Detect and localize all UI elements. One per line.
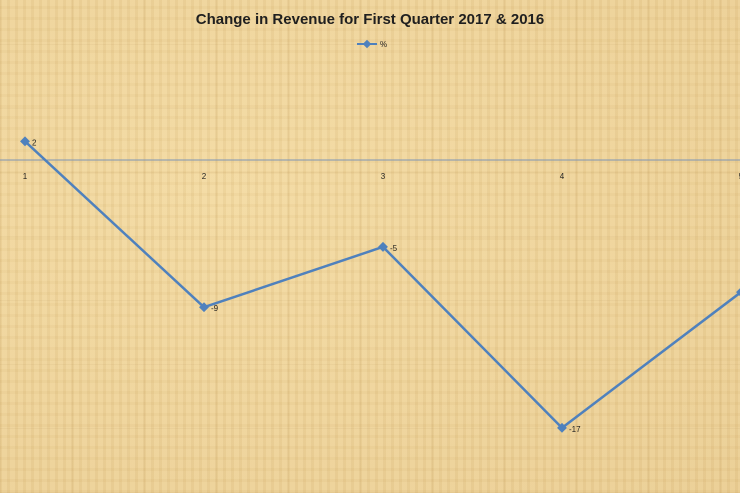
data-point: [736, 287, 740, 298]
data-label: -17: [569, 425, 581, 434]
data-label: -5: [390, 244, 398, 253]
data-point: [199, 302, 209, 313]
series-percent: [20, 136, 740, 433]
data-label: 2: [32, 138, 37, 147]
x-tick-label: 4: [560, 172, 565, 181]
data-point: [557, 422, 567, 433]
data-label: -9: [211, 304, 219, 313]
legend-label: %: [380, 40, 387, 49]
x-tick-label: 2: [202, 172, 207, 181]
data-point: [20, 136, 30, 147]
x-tick-label: 1: [23, 172, 28, 181]
data-point: [378, 241, 388, 252]
x-tick-label: 5: [739, 172, 740, 181]
data-labels: 2 -9 -5 -17: [32, 138, 581, 434]
series-line: [24, 140, 740, 430]
legend: %: [357, 39, 387, 49]
chart-title: Change in Revenue for First Quarter 2017…: [196, 11, 544, 28]
legend-marker: [362, 39, 372, 49]
x-tick-labels: 1 2 3 4 5: [23, 172, 740, 181]
x-tick-label: 3: [381, 172, 386, 181]
